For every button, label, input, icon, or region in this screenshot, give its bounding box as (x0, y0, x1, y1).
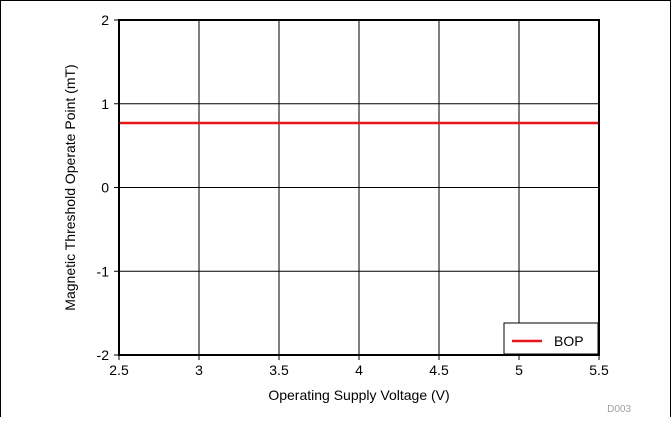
figure-code-label: D003 (607, 404, 631, 415)
grid (119, 20, 599, 355)
y-axis-ticks: -2 -1 0 1 2 (97, 12, 119, 363)
legend-label-bop: BOP (554, 333, 584, 349)
x-tick-label: 5.5 (589, 362, 609, 378)
x-tick-label: 2.5 (109, 362, 129, 378)
y-tick-label: -2 (97, 347, 110, 363)
x-tick-label: 4.5 (429, 362, 449, 378)
x-tick-label: 3 (195, 362, 203, 378)
y-tick-label: 2 (101, 12, 109, 28)
x-tick-label: 3.5 (269, 362, 289, 378)
y-tick-label: 0 (101, 180, 109, 196)
x-axis-title: Operating Supply Voltage (V) (268, 387, 449, 403)
y-axis-title: Magnetic Threshold Operate Point (mT) (62, 64, 78, 310)
legend: BOP (504, 323, 598, 354)
x-axis-ticks: 2.5 3 3.5 4 4.5 5 5.5 (109, 355, 609, 378)
y-tick-label: 1 (101, 96, 109, 112)
y-tick-label: -1 (97, 263, 110, 279)
legend-box (504, 323, 598, 354)
x-tick-label: 5 (515, 362, 523, 378)
x-tick-label: 4 (355, 362, 363, 378)
